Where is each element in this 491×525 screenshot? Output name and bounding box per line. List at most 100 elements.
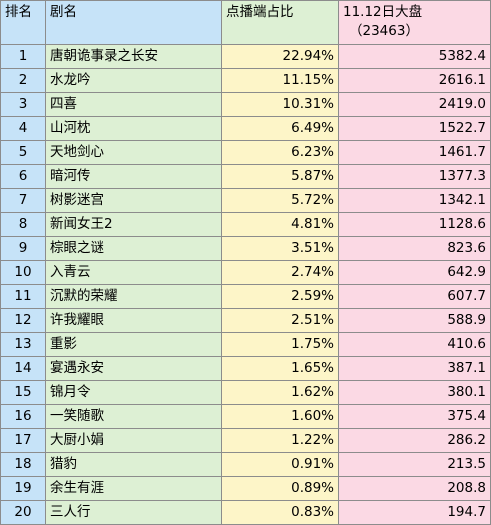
- table-row: 1 唐朝诡事录之长安 22.94% 5382.4: [0, 44, 491, 69]
- rank-cell: 17: [0, 428, 46, 453]
- views-cell: 2616.1: [338, 68, 491, 93]
- rank-cell: 9: [0, 236, 46, 261]
- views-cell: 588.9: [338, 308, 491, 333]
- share-cell: 1.75%: [221, 332, 339, 357]
- rank-cell: 8: [0, 212, 46, 237]
- share-cell: 1.60%: [221, 404, 339, 429]
- table-row: 16 一笑随歌 1.60% 375.4: [0, 404, 491, 429]
- title-cell: 棕眼之谜: [45, 236, 222, 261]
- header-share: 点播端占比: [221, 0, 339, 45]
- views-cell: 2419.0: [338, 92, 491, 117]
- rank-cell: 15: [0, 380, 46, 405]
- rank-cell: 10: [0, 260, 46, 285]
- rank-cell: 18: [0, 452, 46, 477]
- table-row: 10 入青云 2.74% 642.9: [0, 260, 491, 285]
- views-cell: 642.9: [338, 260, 491, 285]
- rank-cell: 12: [0, 308, 46, 333]
- title-cell: 山河枕: [45, 116, 222, 141]
- table-row: 12 许我耀眼 2.51% 588.9: [0, 308, 491, 333]
- share-cell: 4.81%: [221, 212, 339, 237]
- header-views-total: （23463）: [349, 23, 419, 39]
- table-row: 14 宴遇永安 1.65% 387.1: [0, 356, 491, 381]
- views-cell: 375.4: [338, 404, 491, 429]
- views-cell: 1461.7: [338, 140, 491, 165]
- title-cell: 三人行: [45, 500, 222, 525]
- views-cell: 380.1: [338, 380, 491, 405]
- share-cell: 6.23%: [221, 140, 339, 165]
- header-views-date: 11.12日大盘: [343, 4, 423, 20]
- title-cell: 暗河传: [45, 164, 222, 189]
- share-cell: 2.59%: [221, 284, 339, 309]
- share-cell: 0.89%: [221, 476, 339, 501]
- table-row: 19 余生有涯 0.89% 208.8: [0, 476, 491, 501]
- header-title: 剧名: [45, 0, 222, 45]
- views-cell: 1522.7: [338, 116, 491, 141]
- table-row: 3 四喜 10.31% 2419.0: [0, 92, 491, 117]
- share-cell: 5.87%: [221, 164, 339, 189]
- title-cell: 锦月令: [45, 380, 222, 405]
- title-cell: 四喜: [45, 92, 222, 117]
- rank-cell: 2: [0, 68, 46, 93]
- rank-cell: 5: [0, 140, 46, 165]
- table-row: 4 山河枕 6.49% 1522.7: [0, 116, 491, 141]
- title-cell: 天地剑心: [45, 140, 222, 165]
- views-cell: 5382.4: [338, 44, 491, 69]
- rank-cell: 1: [0, 44, 46, 69]
- title-cell: 一笑随歌: [45, 404, 222, 429]
- rank-cell: 13: [0, 332, 46, 357]
- title-cell: 猎豹: [45, 452, 222, 477]
- share-cell: 11.15%: [221, 68, 339, 93]
- views-cell: 823.6: [338, 236, 491, 261]
- title-cell: 水龙吟: [45, 68, 222, 93]
- title-cell: 唐朝诡事录之长安: [45, 44, 222, 69]
- table-row: 2 水龙吟 11.15% 2616.1: [0, 68, 491, 93]
- views-cell: 213.5: [338, 452, 491, 477]
- table-row: 8 新闻女王2 4.81% 1128.6: [0, 212, 491, 237]
- rank-cell: 4: [0, 116, 46, 141]
- title-cell: 宴遇永安: [45, 356, 222, 381]
- header-views: 11.12日大盘 （23463）: [338, 0, 491, 45]
- rank-cell: 14: [0, 356, 46, 381]
- share-cell: 10.31%: [221, 92, 339, 117]
- rank-cell: 20: [0, 500, 46, 525]
- views-cell: 1342.1: [338, 188, 491, 213]
- share-cell: 0.83%: [221, 500, 339, 525]
- share-cell: 22.94%: [221, 44, 339, 69]
- title-cell: 树影迷宫: [45, 188, 222, 213]
- views-cell: 1377.3: [338, 164, 491, 189]
- table-row: 13 重影 1.75% 410.6: [0, 332, 491, 357]
- rank-cell: 7: [0, 188, 46, 213]
- title-cell: 余生有涯: [45, 476, 222, 501]
- rank-cell: 6: [0, 164, 46, 189]
- share-cell: 6.49%: [221, 116, 339, 141]
- title-cell: 重影: [45, 332, 222, 357]
- table-row: 7 树影迷宫 5.72% 1342.1: [0, 188, 491, 213]
- table-row: 17 大厨小娟 1.22% 286.2: [0, 428, 491, 453]
- rank-cell: 19: [0, 476, 46, 501]
- header-rank: 排名: [0, 0, 46, 45]
- views-cell: 1128.6: [338, 212, 491, 237]
- table-row: 15 锦月令 1.62% 380.1: [0, 380, 491, 405]
- views-cell: 194.7: [338, 500, 491, 525]
- rank-cell: 11: [0, 284, 46, 309]
- share-cell: 1.65%: [221, 356, 339, 381]
- title-cell: 许我耀眼: [45, 308, 222, 333]
- table-row: 6 暗河传 5.87% 1377.3: [0, 164, 491, 189]
- share-cell: 5.72%: [221, 188, 339, 213]
- title-cell: 沉默的荣耀: [45, 284, 222, 309]
- views-cell: 208.8: [338, 476, 491, 501]
- share-cell: 0.91%: [221, 452, 339, 477]
- table-row: 20 三人行 0.83% 194.7: [0, 500, 491, 525]
- table-row: 18 猎豹 0.91% 213.5: [0, 452, 491, 477]
- views-cell: 286.2: [338, 428, 491, 453]
- rank-cell: 3: [0, 92, 46, 117]
- title-cell: 大厨小娟: [45, 428, 222, 453]
- share-cell: 2.51%: [221, 308, 339, 333]
- share-cell: 3.51%: [221, 236, 339, 261]
- share-cell: 2.74%: [221, 260, 339, 285]
- table-body: 1 唐朝诡事录之长安 22.94% 5382.4 2 水龙吟 11.15% 2616.1 3 四喜…: [0, 44, 491, 525]
- views-cell: 387.1: [338, 356, 491, 381]
- title-cell: 新闻女王2: [45, 212, 222, 237]
- title-cell: 入青云: [45, 260, 222, 285]
